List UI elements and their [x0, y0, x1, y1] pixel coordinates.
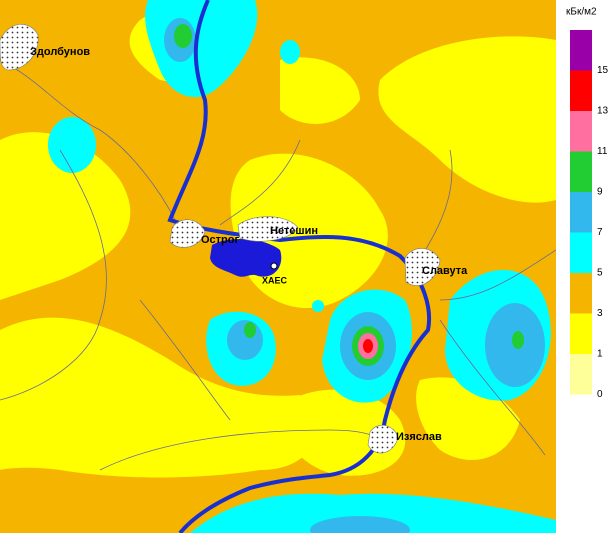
npp-marker — [270, 262, 278, 270]
legend-label: 7 — [597, 227, 603, 238]
legend-label: 11 — [597, 146, 608, 157]
place-label: Здолбунов — [30, 46, 90, 58]
legend: кБк/м2 15 13 11 9 7 5 3 1 0 — [566, 7, 609, 401]
contour-map: Здолбунов Острог Нетешин ХАЕС Славута Из… — [0, 0, 556, 533]
place-label: Нетешин — [270, 225, 318, 237]
legend-swatch — [570, 111, 592, 152]
zones-5 — [48, 0, 556, 533]
legend-label: 3 — [597, 308, 603, 319]
streams — [0, 59, 556, 471]
cities — [0, 24, 441, 454]
legend-swatch — [570, 313, 592, 354]
legend-label: 9 — [597, 187, 603, 198]
legend-label: 13 — [597, 106, 609, 117]
legend-swatch — [570, 232, 592, 273]
place-label: ХАЕС — [262, 275, 288, 285]
legend-swatch — [570, 354, 592, 395]
legend-swatch — [570, 70, 592, 111]
place-label: Славута — [422, 265, 468, 277]
place-label: Острог — [201, 234, 239, 246]
legend-swatch — [570, 273, 592, 314]
zone-13 — [363, 339, 373, 353]
reservoir — [210, 238, 282, 277]
legend-label: 0 — [597, 389, 603, 400]
legend-swatch — [570, 30, 592, 71]
legend-swatch — [570, 192, 592, 233]
legend-unit: кБк/м2 — [566, 7, 597, 18]
legend-label: 1 — [597, 349, 603, 360]
legend-label: 5 — [597, 268, 603, 279]
legend-label: 15 — [597, 65, 609, 76]
legend-swatch — [570, 151, 592, 192]
place-label: Изяслав — [396, 431, 442, 443]
